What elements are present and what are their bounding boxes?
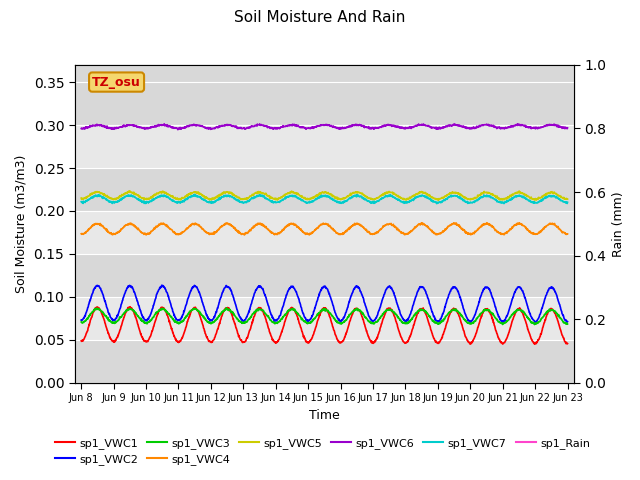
Y-axis label: Soil Moisture (m3/m3): Soil Moisture (m3/m3) xyxy=(15,155,28,293)
Bar xyxy=(75,254,574,297)
Y-axis label: Rain (mm): Rain (mm) xyxy=(612,191,625,257)
Bar xyxy=(75,168,574,211)
Legend: sp1_VWC1, sp1_VWC2, sp1_VWC3, sp1_VWC4, sp1_VWC5, sp1_VWC6, sp1_VWC7, sp1_Rain: sp1_VWC1, sp1_VWC2, sp1_VWC3, sp1_VWC4, … xyxy=(51,433,595,469)
Bar xyxy=(75,297,574,340)
Bar xyxy=(75,125,574,168)
Bar xyxy=(75,82,574,125)
X-axis label: Time: Time xyxy=(309,409,340,422)
Bar xyxy=(75,340,574,383)
Text: Soil Moisture And Rain: Soil Moisture And Rain xyxy=(234,10,406,24)
Bar xyxy=(75,211,574,254)
Text: TZ_osu: TZ_osu xyxy=(92,75,141,89)
